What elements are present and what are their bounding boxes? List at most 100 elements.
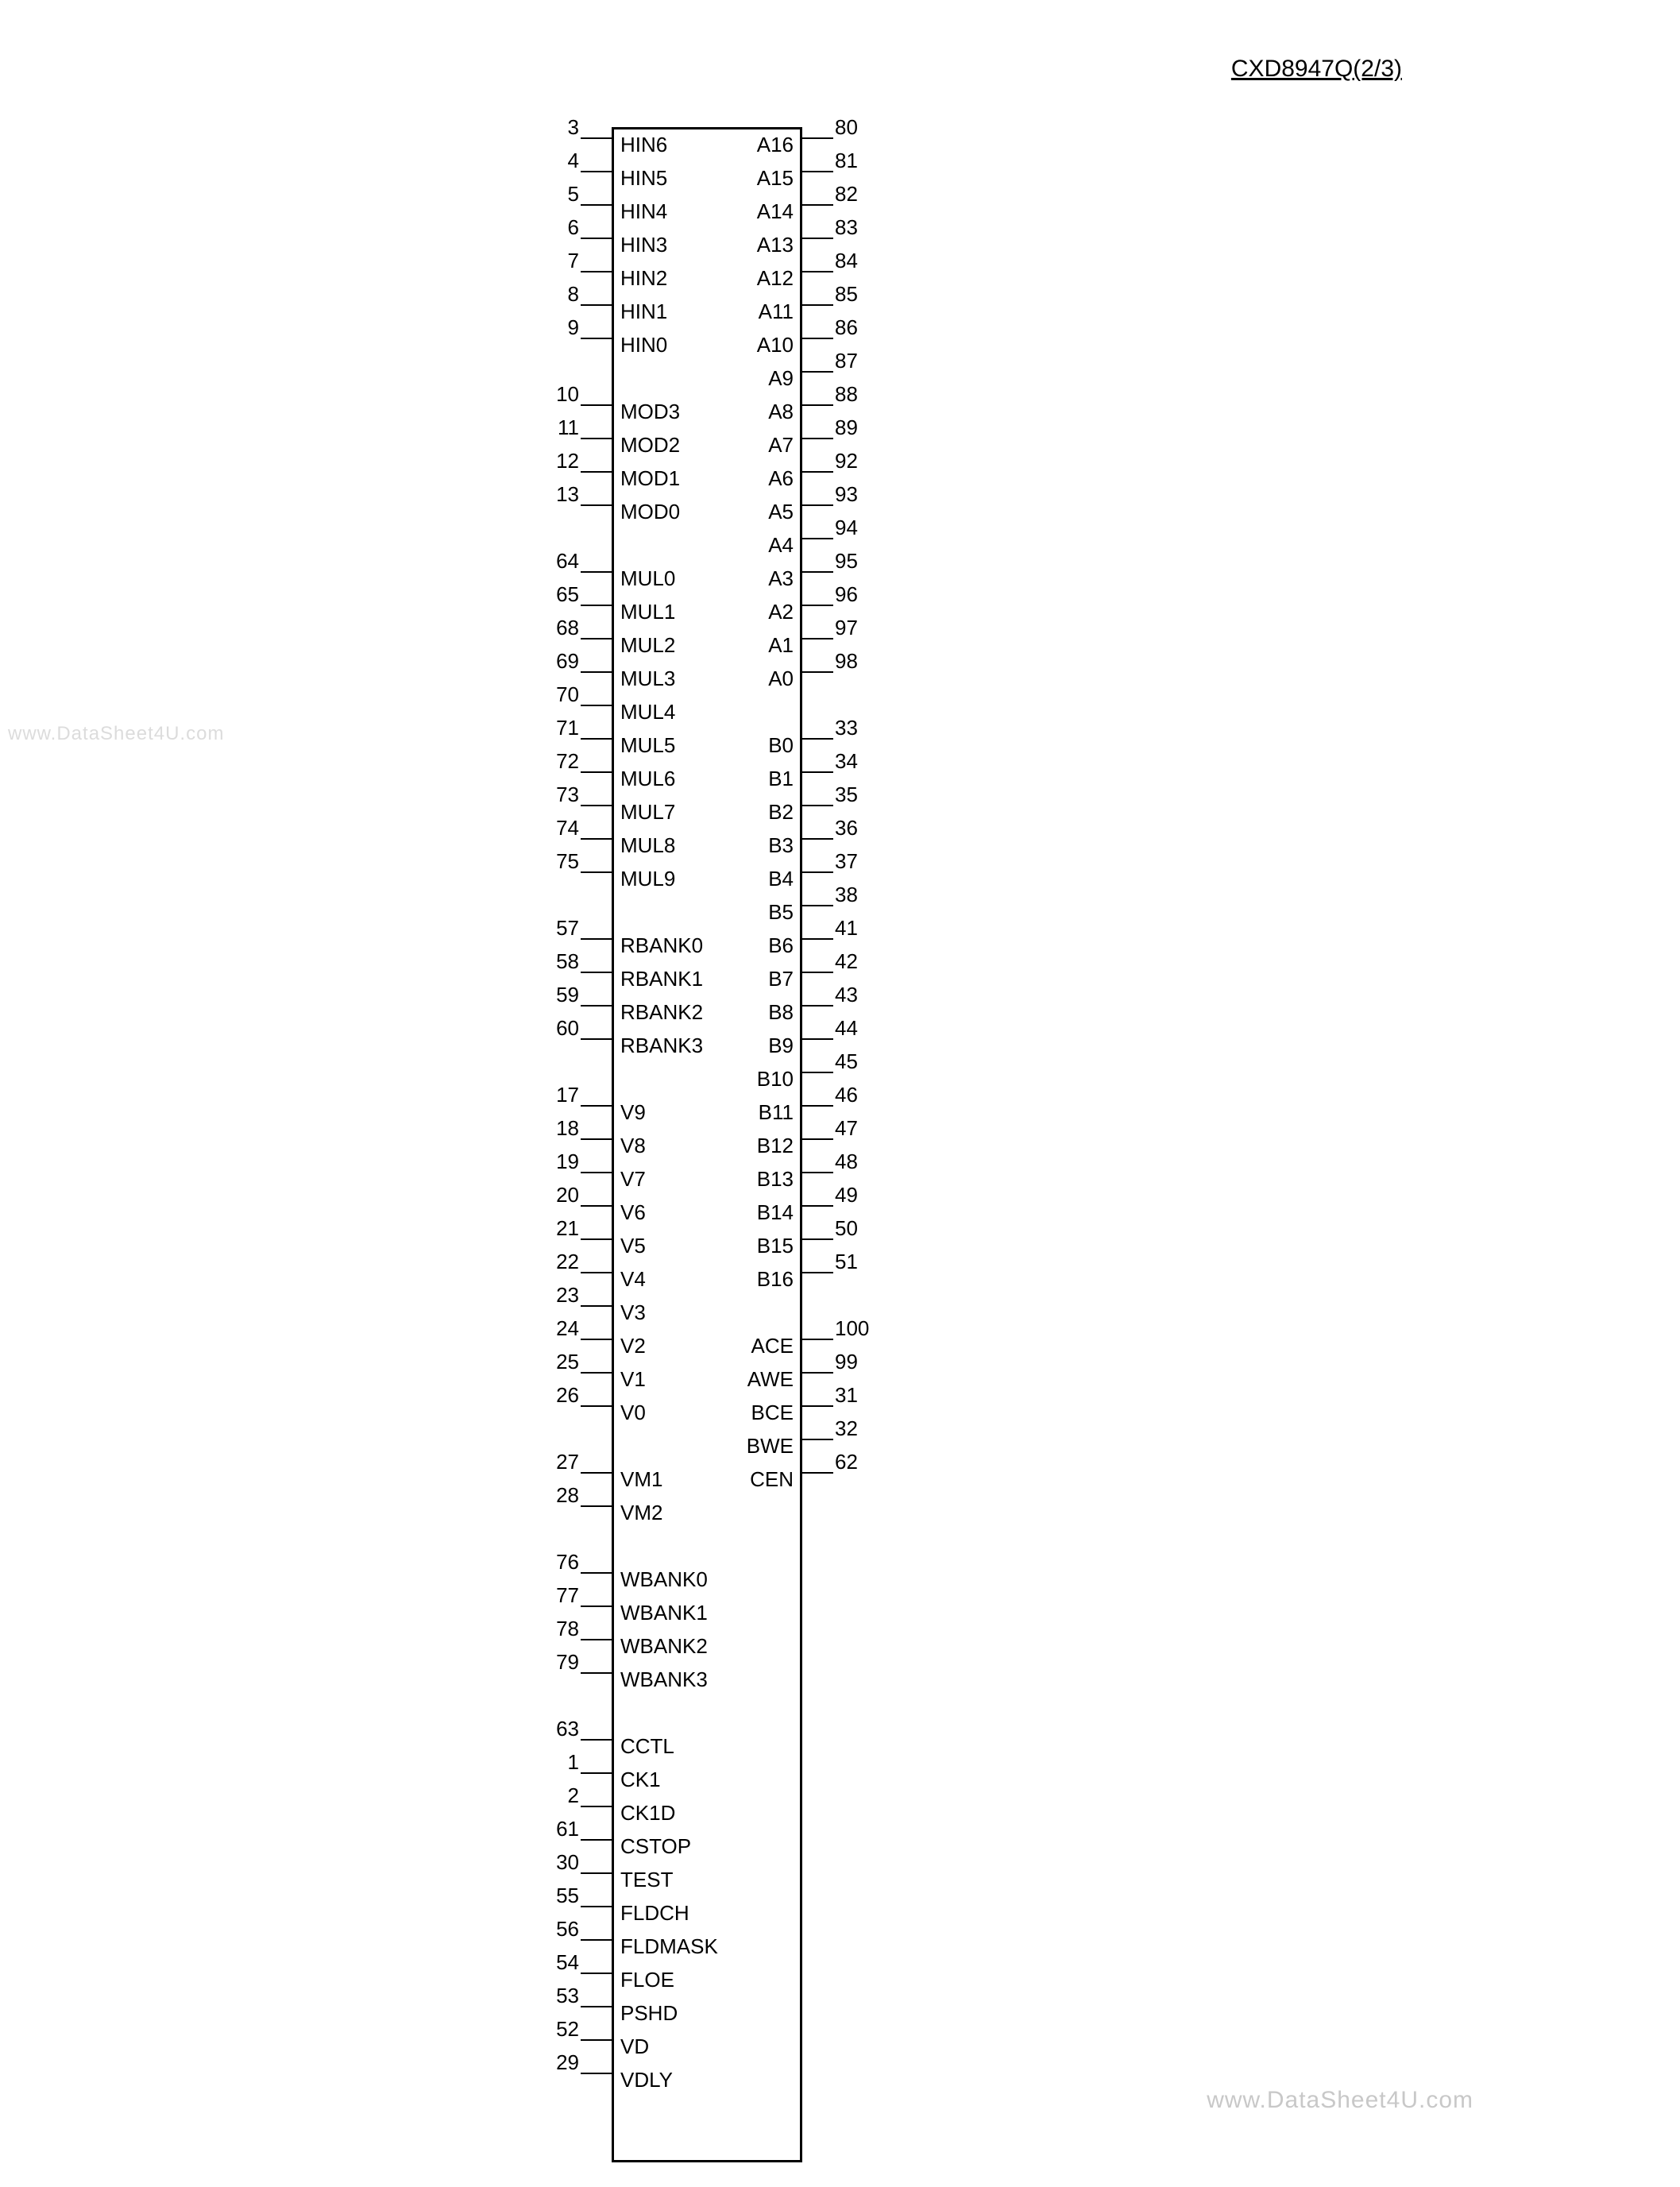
pin-row: 10MOD388A8	[614, 396, 800, 430]
right-pin-tick	[800, 1005, 833, 1007]
right-pin-label: B10	[757, 1067, 794, 1092]
left-pin-label: HIN4	[620, 199, 667, 224]
left-pin-tick	[581, 1605, 614, 1607]
right-pin-label: A11	[759, 299, 794, 324]
right-pin-tick	[800, 1105, 833, 1107]
right-pin-tick	[800, 1138, 833, 1140]
right-pin-tick	[800, 738, 833, 740]
left-pin-label: RBANK0	[620, 933, 703, 958]
left-pin-number: 19	[556, 1150, 579, 1174]
left-pin-number: 28	[556, 1483, 579, 1508]
right-pin: 98	[800, 663, 879, 697]
left-pin-number: 57	[556, 916, 579, 941]
left-pin-tick	[581, 1505, 614, 1507]
left-pin-tick	[581, 404, 614, 406]
right-pin-number: 32	[835, 1416, 858, 1441]
right-pin-label: A16	[757, 133, 794, 157]
left-pin-number: 22	[556, 1250, 579, 1274]
right-pin-label: A3	[768, 566, 794, 591]
right-pin: 51	[800, 1264, 879, 1297]
left-pin-label: WBANK1	[620, 1601, 708, 1625]
left-pin-tick	[581, 1806, 614, 1807]
left-pin-number: 20	[556, 1183, 579, 1207]
left-pin-label: MUL3	[620, 667, 675, 691]
left-pin-tick	[581, 1105, 614, 1107]
right-pin-tick	[800, 1205, 833, 1207]
pin-row: 63CCTL	[614, 1731, 800, 1764]
right-pin-label: B5	[768, 900, 794, 925]
left-pin-label: PSHD	[620, 2001, 678, 2026]
right-pin-number: 94	[835, 516, 858, 540]
left-pin-number: 69	[556, 649, 579, 674]
pin-row: 21V550B15	[614, 1231, 800, 1264]
left-pin-label: V1	[620, 1367, 646, 1392]
right-pin-number: 48	[835, 1150, 858, 1174]
right-pin-number: 96	[835, 582, 858, 607]
right-pin-number: 42	[835, 949, 858, 974]
pin-row: 61CSTOP	[614, 1831, 800, 1864]
left-pin-label: TEST	[620, 1868, 673, 1892]
right-pin-tick	[800, 938, 833, 940]
pin-row: 27VM162CEN	[614, 1464, 800, 1497]
left-pin-label: V9	[620, 1100, 646, 1125]
right-pin-label: A1	[768, 633, 794, 658]
left-pin-number: 79	[556, 1650, 579, 1675]
right-pin-label: B13	[757, 1167, 794, 1192]
left-pin-tick	[581, 1472, 614, 1474]
left-pin-tick	[581, 171, 614, 172]
left-pin-number: 7	[568, 249, 579, 273]
left-pin-label: WBANK0	[620, 1567, 708, 1592]
pin-row: 68MUL297A1	[614, 630, 800, 663]
left-pin-tick	[581, 2006, 614, 2007]
right-pin-number: 88	[835, 382, 858, 407]
right-pin-label: A13	[757, 233, 794, 257]
left-pin-number: 27	[556, 1450, 579, 1474]
pin-row: 18V847B12	[614, 1130, 800, 1164]
right-pin-label: A14	[757, 199, 794, 224]
pin-row: 56FLDMASK	[614, 1931, 800, 1965]
right-pin-number: 44	[835, 1016, 858, 1041]
left-pin-label: FLOE	[620, 1968, 674, 1992]
right-pin-tick	[800, 304, 833, 306]
left-pin-number: 73	[556, 782, 579, 807]
left-pin: 75	[535, 864, 614, 897]
left-pin-number: 59	[556, 983, 579, 1007]
left-pin-number: 5	[568, 182, 579, 207]
right-pin-tick	[800, 1038, 833, 1040]
left-pin-number: 56	[556, 1917, 579, 1942]
pin-row: 13MOD093A5	[614, 497, 800, 530]
right-pin-number: 83	[835, 215, 858, 240]
right-pin-label: B16	[757, 1267, 794, 1292]
pin-row: 55FLDCH	[614, 1898, 800, 1931]
left-pin-number: 3	[568, 115, 579, 140]
left-pin-label: HIN3	[620, 233, 667, 257]
right-pin-number: 92	[835, 449, 858, 473]
left-pin-number: 25	[556, 1350, 579, 1374]
left-pin-label: V2	[620, 1334, 646, 1358]
left-pin: 60	[535, 1030, 614, 1064]
left-pin-number: 1	[568, 1750, 579, 1775]
right-pin-number: 80	[835, 115, 858, 140]
right-pin-number: 97	[835, 616, 858, 640]
left-pin-label: V6	[620, 1200, 646, 1225]
right-pin-number: 84	[835, 249, 858, 273]
left-pin-number: 70	[556, 682, 579, 707]
right-pin-tick	[800, 1372, 833, 1374]
left-pin-label: HIN1	[620, 299, 667, 324]
pin-row: 59RBANK243B8	[614, 997, 800, 1030]
left-pin-tick	[581, 2039, 614, 2041]
right-pin-number: 62	[835, 1450, 858, 1474]
right-pin-tick	[800, 238, 833, 239]
left-pin-tick	[581, 338, 614, 339]
left-pin-number: 63	[556, 1717, 579, 1741]
left-pin-number: 2	[568, 1783, 579, 1808]
pin-row: 26V031BCE	[614, 1397, 800, 1431]
left-pin-tick	[581, 1973, 614, 1974]
pin-row: 87A9	[614, 363, 800, 396]
left-pin-tick	[581, 972, 614, 973]
left-pin-tick	[581, 571, 614, 573]
right-pin-tick	[800, 605, 833, 606]
left-pin-number: 53	[556, 1984, 579, 2008]
left-pin-label: MUL0	[620, 566, 675, 591]
right-pin-tick	[800, 1405, 833, 1407]
